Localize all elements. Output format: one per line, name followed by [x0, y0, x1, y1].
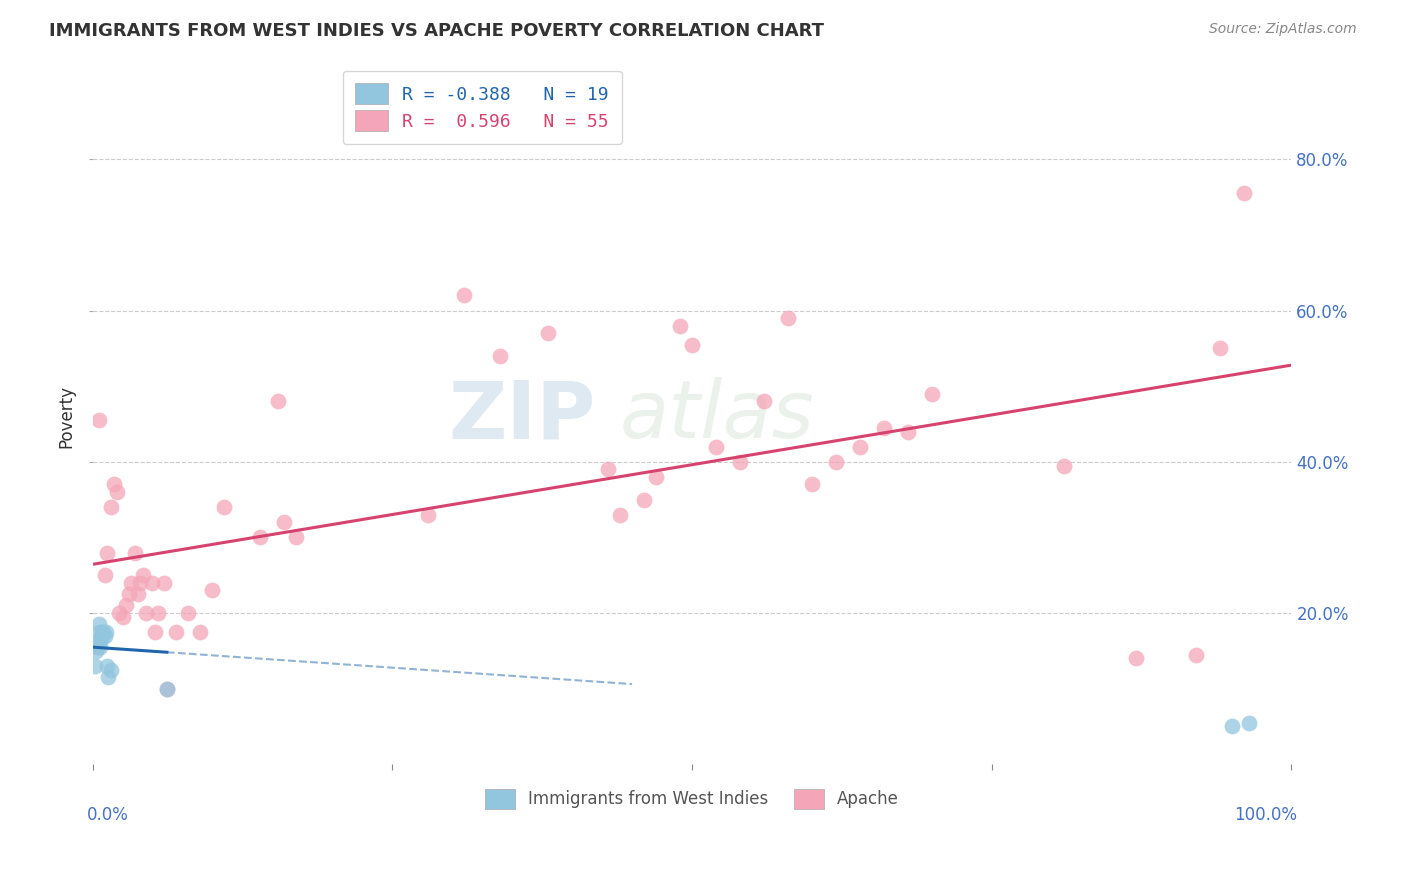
Point	[214, 500, 236, 515]
Point	[897, 425, 920, 439]
Point	[1239, 715, 1261, 730]
Point	[776, 311, 799, 326]
Point	[87, 617, 110, 632]
Point	[273, 516, 295, 530]
Point	[249, 530, 271, 544]
Y-axis label: Poverty: Poverty	[58, 384, 75, 448]
Point	[489, 349, 512, 363]
Point	[111, 609, 134, 624]
Point	[825, 455, 848, 469]
Point	[148, 606, 170, 620]
Point	[1232, 186, 1254, 201]
Point	[96, 659, 118, 673]
Point	[1053, 458, 1076, 473]
Point	[94, 624, 117, 639]
Point	[100, 663, 122, 677]
Point	[93, 629, 115, 643]
Point	[537, 326, 560, 341]
Point	[90, 632, 112, 647]
Point	[120, 575, 142, 590]
Point	[873, 421, 896, 435]
Point	[96, 545, 118, 559]
Point	[108, 606, 131, 620]
Text: 0.0%: 0.0%	[87, 806, 128, 824]
Point	[1184, 648, 1206, 662]
Point	[609, 508, 631, 522]
Point	[800, 477, 823, 491]
Point	[91, 624, 114, 639]
Point	[418, 508, 440, 522]
Point	[124, 545, 146, 559]
Legend: Immigrants from West Indies, Apache: Immigrants from West Indies, Apache	[475, 780, 908, 819]
Point	[143, 624, 166, 639]
Point	[156, 681, 179, 696]
Point	[921, 386, 943, 401]
Point	[86, 640, 108, 654]
Point	[87, 413, 110, 427]
Point	[1125, 651, 1147, 665]
Text: ZIP: ZIP	[449, 377, 596, 456]
Point	[704, 440, 727, 454]
Point	[267, 394, 290, 409]
Text: atlas: atlas	[620, 377, 815, 456]
Point	[89, 640, 111, 654]
Text: 100.0%: 100.0%	[1234, 806, 1298, 824]
Point	[129, 575, 152, 590]
Point	[97, 670, 120, 684]
Point	[86, 636, 108, 650]
Point	[201, 583, 224, 598]
Point	[177, 606, 200, 620]
Point	[141, 575, 163, 590]
Point	[115, 599, 138, 613]
Point	[849, 440, 872, 454]
Point	[596, 462, 619, 476]
Point	[681, 337, 703, 351]
Point	[645, 470, 668, 484]
Point	[87, 624, 110, 639]
Point	[285, 530, 308, 544]
Point	[105, 485, 128, 500]
Point	[728, 455, 751, 469]
Point	[117, 587, 139, 601]
Point	[91, 624, 114, 639]
Point	[132, 568, 155, 582]
Point	[90, 629, 112, 643]
Point	[669, 318, 692, 333]
Point	[166, 624, 188, 639]
Text: IMMIGRANTS FROM WEST INDIES VS APACHE POVERTY CORRELATION CHART: IMMIGRANTS FROM WEST INDIES VS APACHE PO…	[49, 22, 824, 40]
Point	[84, 659, 107, 673]
Point	[633, 492, 655, 507]
Point	[1220, 719, 1243, 733]
Point	[100, 500, 122, 515]
Point	[453, 288, 475, 302]
Point	[190, 624, 212, 639]
Point	[93, 568, 115, 582]
Text: Source: ZipAtlas.com: Source: ZipAtlas.com	[1209, 22, 1357, 37]
Point	[153, 575, 176, 590]
Point	[103, 477, 125, 491]
Point	[135, 606, 157, 620]
Point	[127, 587, 149, 601]
Point	[156, 681, 179, 696]
Point	[1208, 342, 1230, 356]
Point	[752, 394, 775, 409]
Point	[84, 644, 107, 658]
